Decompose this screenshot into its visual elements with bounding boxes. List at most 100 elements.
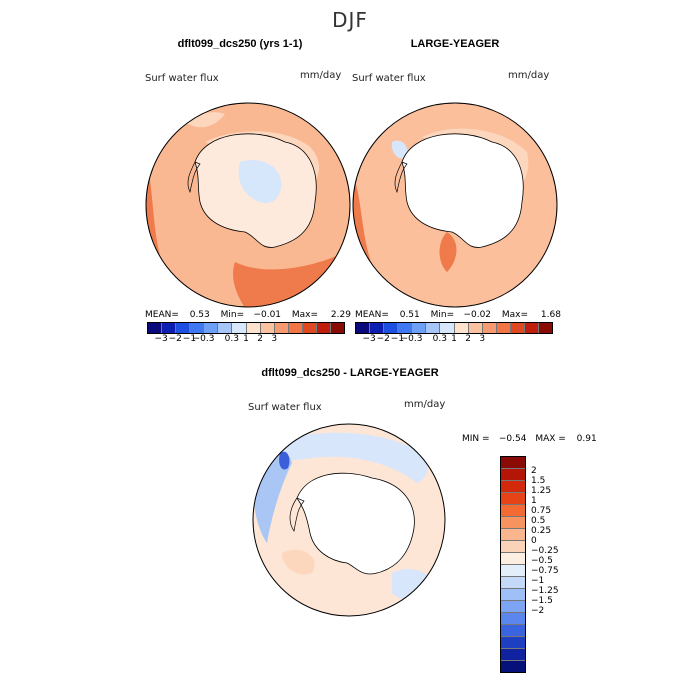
panel2-map-border <box>352 102 558 308</box>
diff-stats: MIN = −0.54 MAX = 0.91 <box>462 434 597 444</box>
colorbar-swatch <box>176 323 191 333</box>
panel2-polar-map <box>352 102 558 308</box>
panel2-min-value: −0.02 <box>463 310 492 320</box>
panel2-mean-label: MEAN= <box>355 310 389 320</box>
colorbar-swatch <box>539 323 553 333</box>
colorbar-swatch <box>370 323 385 333</box>
colorbar-tick-label: 0 <box>531 536 537 546</box>
colorbar-tick-label: 1 <box>531 496 537 506</box>
colorbar-swatch <box>501 661 525 672</box>
colorbar-swatch <box>501 469 525 481</box>
colorbar-tick-label: −3 <box>154 334 168 344</box>
colorbar-swatch <box>232 323 247 333</box>
panel1-light-flux-patch <box>185 112 225 128</box>
colorbar-swatch <box>331 323 345 333</box>
colorbar-tick-label: 1 <box>243 334 249 344</box>
colorbar-swatch <box>501 529 525 541</box>
colorbar-swatch <box>440 323 455 333</box>
diff-light-blue-south <box>392 568 437 600</box>
colorbar-tick-label: 1.5 <box>531 476 546 486</box>
colorbar-swatch <box>482 323 497 333</box>
colorbar-swatch <box>260 323 275 333</box>
colorbar-swatch <box>501 577 525 589</box>
colorbar-tick-label: −1 <box>390 334 405 344</box>
colorbar-swatch <box>148 323 163 333</box>
diff-peninsula <box>289 497 305 532</box>
diff-variable-label: Surf water flux <box>248 402 322 413</box>
diff-light-blue-north <box>272 432 428 483</box>
season-title: DJF <box>332 8 368 32</box>
panel2-max-value: 1.68 <box>540 310 561 320</box>
colorbar-swatch <box>501 613 525 625</box>
panel1-max-value: 2.29 <box>330 310 351 320</box>
diff-colorbar <box>500 456 526 673</box>
diff-antarctica-outline <box>296 472 415 575</box>
colorbar-swatch <box>384 323 399 333</box>
panel1-units: mm/day <box>300 70 342 81</box>
panel2-antarctica-outline <box>401 133 524 248</box>
colorbar-tick-label: 0.25 <box>531 526 552 536</box>
colorbar-swatch <box>454 323 469 333</box>
colorbar-swatch <box>501 517 525 529</box>
colorbar-swatch <box>501 565 525 577</box>
panel2-units: mm/day <box>508 70 550 81</box>
colorbar-tick-label: −0.3 <box>400 334 423 344</box>
colorbar-tick-label: 0.3 <box>432 334 448 344</box>
colorbar-tick-label: 1 <box>451 334 457 344</box>
colorbar-swatch <box>426 323 441 333</box>
diff-dark-blue-patch <box>279 451 290 470</box>
colorbar-tick-label: −2 <box>376 334 390 344</box>
colorbar-swatch <box>274 323 289 333</box>
panel1-polar-map <box>145 102 351 308</box>
diff-map-border <box>252 423 446 617</box>
colorbar-tick-label: −1.25 <box>531 586 559 596</box>
colorbar-swatch <box>356 323 371 333</box>
colorbar-swatch <box>501 625 525 637</box>
panel1-variable-label: Surf water flux <box>145 73 219 84</box>
diff-units: mm/day <box>404 399 446 410</box>
colorbar-swatch <box>246 323 261 333</box>
colorbar-swatch <box>501 553 525 565</box>
panel1-mean-label: MEAN= <box>145 310 179 320</box>
colorbar-tick-label: −1 <box>531 576 545 586</box>
panel2-peninsula <box>394 161 408 194</box>
panel2-title: LARGE-YEAGER <box>410 38 500 50</box>
panel1-peninsula <box>187 161 201 194</box>
panel2-stats: MEAN= 0.51 Min= −0.02 Max= 1.68 <box>355 310 561 320</box>
colorbar-swatch <box>501 601 525 613</box>
colorbar-swatch <box>218 323 233 333</box>
colorbar-swatch <box>510 323 525 333</box>
colorbar-tick-label: 3 <box>271 334 278 344</box>
colorbar-swatch <box>412 323 427 333</box>
colorbar-swatch <box>501 505 525 517</box>
colorbar-swatch <box>302 323 317 333</box>
panel1-min-value: −0.01 <box>253 310 282 320</box>
panel2-colorbar: −3 −2 −1 −0.3 0.3 1 2 3 <box>355 322 553 346</box>
colorbar-tick-label: 0.5 <box>531 516 546 526</box>
diff-colorbar-ticks: 2 1.5 1.25 1 0.75 0.5 0.25 0 −0.25 −0.5 −0.75 −1 −1.… <box>531 456 581 637</box>
colorbar-tick-label: −1.5 <box>531 596 553 606</box>
diff-polar-map <box>252 423 446 617</box>
colorbar-tick-label: 2 <box>531 466 537 476</box>
colorbar-tick-label: −0.25 <box>531 546 559 556</box>
diff-max-label: MAX = <box>535 434 566 444</box>
colorbar-swatch <box>501 481 525 493</box>
colorbar-tick-label: −0.3 <box>192 334 215 344</box>
colorbar-swatch <box>204 323 219 333</box>
panel1-title: dflt099_dcs250 (yrs 1-1) <box>177 38 303 50</box>
colorbar-tick-label: −0.5 <box>531 556 553 566</box>
panel1-colorbar-swatches <box>148 323 345 333</box>
colorbar-swatch <box>288 323 303 333</box>
colorbar-swatch <box>398 323 413 333</box>
panel1-colorbar: −3 −2 −1 −0.3 0.3 1 2 3 <box>147 322 345 346</box>
colorbar-swatch <box>501 493 525 505</box>
colorbar-tick-label: −2 <box>168 334 182 344</box>
colorbar-swatch <box>190 323 205 333</box>
diff-light-warm-patch <box>282 549 315 575</box>
colorbar-swatch <box>524 323 540 333</box>
colorbar-swatch <box>501 457 525 469</box>
colorbar-swatch <box>501 589 525 601</box>
panel1-stats: MEAN= 0.53 Min= −0.01 Max= 2.29 <box>145 310 351 320</box>
colorbar-swatch <box>501 541 525 553</box>
panel2-mean-value: 0.51 <box>399 310 420 320</box>
